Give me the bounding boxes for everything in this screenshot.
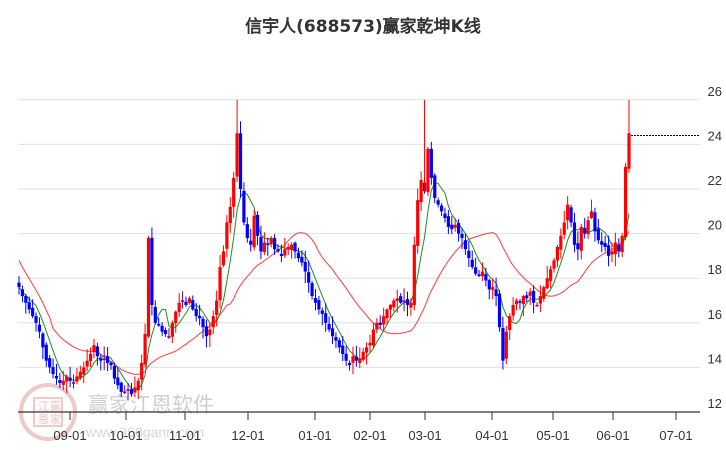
y-axis: 12 14 16 18 20 22 24 26	[708, 84, 722, 411]
x-tick-label: 10-01	[109, 428, 142, 443]
seal-char: 江	[38, 400, 49, 413]
y-tick-label: 14	[708, 351, 722, 366]
y-tick-label: 22	[708, 173, 722, 188]
grid-lines	[18, 99, 700, 368]
ma-long-line	[18, 230, 630, 375]
x-tick-label: 12-01	[231, 428, 264, 443]
x-tick-label: 09-01	[53, 428, 86, 443]
y-tick-label: 18	[708, 262, 722, 277]
x-tick-label: 07-01	[659, 428, 692, 443]
seal-char: 家	[50, 412, 61, 426]
x-tick-label: 02-01	[353, 428, 386, 443]
seal-char: 恩	[38, 413, 49, 426]
watermark: 江 赢 恩 家 赢家江恩软件 www.360gann.com	[19, 383, 214, 441]
watermark-brand: 赢家江恩软件	[88, 393, 214, 417]
y-tick-label: 20	[708, 218, 722, 233]
seal-char: 赢	[50, 399, 61, 413]
y-tick-label: 16	[708, 307, 722, 322]
chart-title: 信宇人(688573)赢家乾坤K线	[245, 17, 481, 37]
ma-short-line	[18, 182, 630, 391]
x-tick-label: 04-01	[475, 428, 508, 443]
candlesticks	[17, 99, 631, 401]
y-tick-label: 26	[708, 84, 722, 99]
watermark-url: www.360gann.com	[85, 424, 204, 440]
y-tick-label: 12	[708, 396, 722, 411]
y-tick-label: 24	[708, 128, 722, 143]
x-tick-label: 11-01	[169, 428, 201, 443]
x-tick-label: 03-01	[408, 428, 441, 443]
x-tick-label: 01-01	[298, 428, 331, 443]
x-tick-label: 06-01	[596, 428, 629, 443]
x-axis: 09-01 10-01 11-01 12-01 01-01 02-01 03-01 04-01…	[18, 411, 700, 443]
x-tick-label: 05-01	[536, 428, 569, 443]
